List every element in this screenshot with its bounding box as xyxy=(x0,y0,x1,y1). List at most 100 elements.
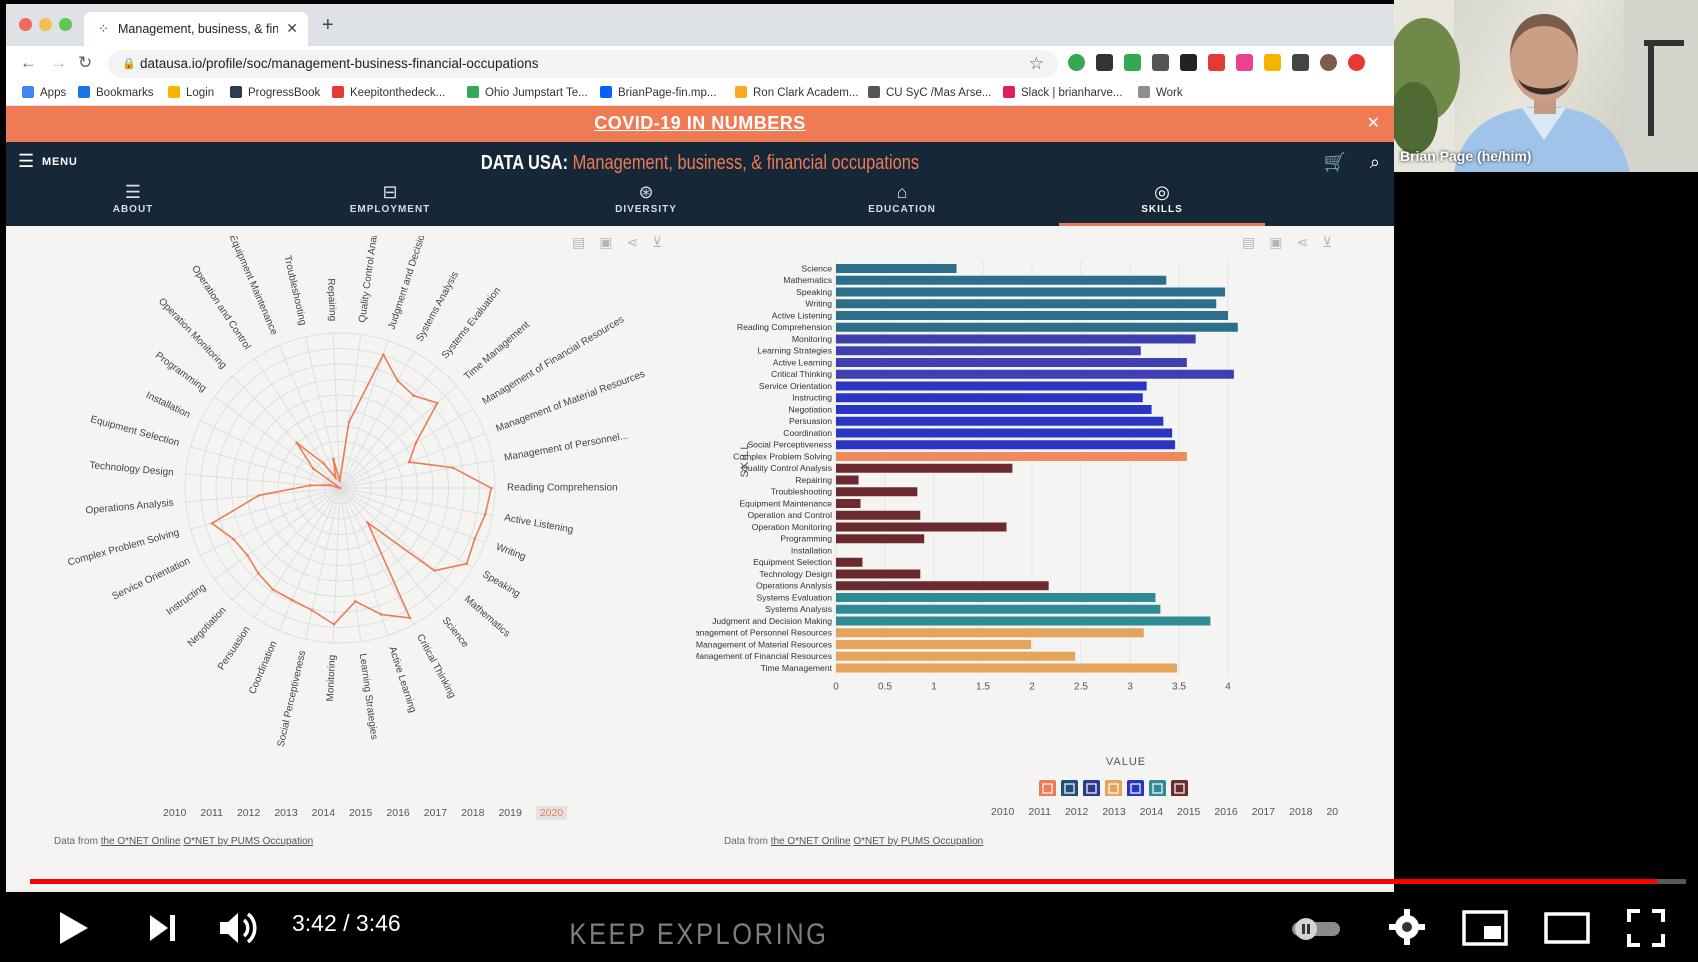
tab-education[interactable]: ⌂ EDUCATION xyxy=(802,182,1002,226)
forward-arrow-icon[interactable]: → xyxy=(50,53,67,72)
radar-point xyxy=(210,522,214,525)
bookmark-item[interactable]: CU SyC /Mas Arse... xyxy=(868,86,991,99)
year-option[interactable]: 2017 xyxy=(1251,806,1276,818)
bookmark-item[interactable]: Ohio Jumpstart Te... xyxy=(467,86,588,99)
year-selector-right[interactable]: 2010 2011 2012 2013 2014 2015 2016 2017 2018 20 xyxy=(991,806,1352,818)
bookmark-item[interactable]: ProgressBook xyxy=(230,86,320,99)
search-icon[interactable]: ⌕ xyxy=(1369,152,1380,172)
reload-icon[interactable]: ↻ xyxy=(78,53,93,72)
year-option[interactable]: 2014 xyxy=(1139,806,1164,818)
year-option[interactable]: 2013 xyxy=(274,807,298,819)
bookmark-label: Keepitonthedeck... xyxy=(350,87,446,99)
year-option[interactable]: 2018 xyxy=(1289,806,1313,818)
bar xyxy=(836,369,1234,379)
minimize-window-button[interactable] xyxy=(39,18,52,31)
year-selector-left[interactable]: 2010 2011 2012 2013 2014 2015 2016 2017 2018 2019… xyxy=(163,806,581,820)
next-video-icon[interactable] xyxy=(148,913,178,943)
bookmark-item[interactable]: Login xyxy=(168,86,214,99)
bookmark-item[interactable]: Bookmarks xyxy=(78,86,154,99)
brand-name[interactable]: DATA USA: xyxy=(480,152,569,174)
bar xyxy=(836,275,1167,285)
fullscreen-icon[interactable] xyxy=(1626,908,1666,948)
extension-icon[interactable] xyxy=(1124,54,1141,71)
extension-icon[interactable] xyxy=(1180,54,1197,71)
tab-label: EMPLOYMENT xyxy=(349,204,431,215)
year-option[interactable]: 2016 xyxy=(1214,806,1238,818)
year-option[interactable]: 2011 xyxy=(1028,806,1051,818)
covid-banner[interactable]: COVID-19 IN NUMBERS ✕ xyxy=(6,106,1394,142)
onet-online-link[interactable]: the O*NET Online xyxy=(770,836,851,847)
bookmark-item[interactable]: Apps xyxy=(22,86,66,99)
bar xyxy=(836,522,1007,532)
browser-tab[interactable]: ⁘ Management, business, & fina ✕ xyxy=(84,12,308,46)
hamburger-menu-icon[interactable]: ☰ xyxy=(18,151,35,171)
new-tab-icon[interactable]: + xyxy=(322,14,334,36)
year-option[interactable]: 2012 xyxy=(1064,806,1089,818)
year-option[interactable]: 20 xyxy=(1326,806,1339,818)
covid-banner-link[interactable]: COVID-19 IN NUMBERS xyxy=(594,113,806,133)
extension-icon[interactable] xyxy=(1292,54,1309,71)
cart-icon[interactable]: 🛒 xyxy=(1323,152,1346,172)
address-bar[interactable]: 🔒 datausa.io/profile/soc/management-busi… xyxy=(108,50,1058,78)
year-option[interactable]: 2018 xyxy=(461,807,485,819)
radar-point xyxy=(408,616,412,620)
chart-tools-left[interactable]: ▤▣⋖⊻ xyxy=(572,234,677,250)
y-category-label: Operations Analysis xyxy=(756,581,832,591)
year-option[interactable]: 2010 xyxy=(163,807,187,819)
extension-icon[interactable] xyxy=(1208,54,1225,71)
year-option[interactable]: 2019 xyxy=(498,807,522,819)
year-option[interactable]: 2012 xyxy=(236,807,261,819)
autoplay-toggle-icon[interactable] xyxy=(1288,914,1344,942)
theater-mode-icon[interactable] xyxy=(1544,910,1590,946)
bookmark-item[interactable]: Slack | brianharve... xyxy=(1003,86,1122,99)
year-option[interactable]: 2015 xyxy=(349,807,373,819)
url-text[interactable]: datausa.io/profile/soc/management-busine… xyxy=(140,56,539,71)
extension-icon[interactable] xyxy=(1236,54,1253,71)
back-arrow-icon[interactable]: ← xyxy=(20,53,37,72)
onet-pums-link[interactable]: O*NET by PUMS Occupation xyxy=(183,836,314,847)
onet-pums-link[interactable]: O*NET by PUMS Occupation xyxy=(853,836,984,847)
extension-icon[interactable] xyxy=(1320,54,1337,71)
tab-employment[interactable]: ⊟ EMPLOYMENT xyxy=(290,182,490,226)
year-option[interactable]: 2010 xyxy=(991,806,1015,818)
bookmark-item[interactable]: Ron Clark Academ... xyxy=(735,86,858,99)
extension-icon[interactable] xyxy=(1096,54,1113,71)
close-icon[interactable]: ✕ xyxy=(286,20,298,36)
extension-icon[interactable] xyxy=(1068,54,1085,71)
play-icon[interactable] xyxy=(58,910,90,946)
close-window-button[interactable] xyxy=(19,18,32,31)
year-option[interactable]: 2014 xyxy=(311,807,336,819)
year-option[interactable]: 2017 xyxy=(423,807,448,819)
year-option[interactable]: 2015 xyxy=(1177,806,1201,818)
year-option[interactable]: 2011 xyxy=(200,807,223,819)
volume-icon[interactable] xyxy=(218,910,262,946)
video-progress-bar[interactable] xyxy=(30,879,1686,884)
tab-about[interactable]: ☰ ABOUT xyxy=(33,182,233,226)
tab-label: ABOUT xyxy=(112,204,154,215)
extension-icon[interactable] xyxy=(1264,54,1281,71)
x-tick-label: 4 xyxy=(1225,681,1231,692)
maximize-window-button[interactable] xyxy=(59,18,72,31)
close-icon[interactable]: ✕ xyxy=(1366,115,1380,132)
bookmark-item[interactable]: Keepitonthedeck... xyxy=(332,86,445,99)
year-option[interactable]: 2020 xyxy=(535,806,568,820)
bookmark-item[interactable]: BrianPage-fin.mp... xyxy=(600,86,716,99)
extension-icon[interactable] xyxy=(1152,54,1169,71)
miniplayer-icon[interactable] xyxy=(1462,910,1508,946)
settings-gear-icon[interactable] xyxy=(1388,908,1426,946)
year-option[interactable]: 2013 xyxy=(1102,806,1126,818)
tab-skills[interactable]: ◎ SKILLS xyxy=(1059,182,1265,226)
year-option[interactable]: 2016 xyxy=(386,807,410,819)
bookmark-favicon-icon xyxy=(467,86,479,98)
browser-window: ⁘ Management, business, & fina ✕ + ← → ↻… xyxy=(6,4,1394,892)
bookmark-item[interactable]: Work xyxy=(1138,86,1183,99)
bookmark-star-icon[interactable]: ☆ xyxy=(1028,54,1044,73)
bar xyxy=(836,628,1144,638)
extension-icon[interactable] xyxy=(1348,54,1365,71)
onet-online-link[interactable]: the O*NET Online xyxy=(100,836,181,847)
tab-diversity[interactable]: ⊛ DIVERSITY xyxy=(546,182,746,226)
legend[interactable] xyxy=(1039,780,1188,796)
chart-tools-right[interactable]: ▤▣⋖⊻ xyxy=(1242,234,1347,250)
menu-label[interactable]: MENU xyxy=(42,156,78,168)
